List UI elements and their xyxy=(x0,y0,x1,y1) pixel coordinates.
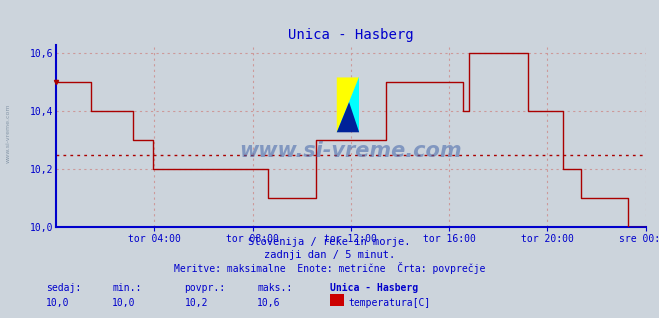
Text: Meritve: maksimalne  Enote: metrične  Črta: povprečje: Meritve: maksimalne Enote: metrične Črta… xyxy=(174,262,485,274)
Text: 10,2: 10,2 xyxy=(185,298,208,308)
Text: zadnji dan / 5 minut.: zadnji dan / 5 minut. xyxy=(264,250,395,259)
Text: temperatura[C]: temperatura[C] xyxy=(348,298,430,308)
Text: 10,6: 10,6 xyxy=(257,298,281,308)
Polygon shape xyxy=(337,102,359,132)
Title: Unica - Hasberg: Unica - Hasberg xyxy=(288,28,414,42)
Polygon shape xyxy=(337,78,359,132)
Polygon shape xyxy=(337,78,359,132)
Text: povpr.:: povpr.: xyxy=(185,283,225,293)
Text: www.si-vreme.com: www.si-vreme.com xyxy=(6,104,11,163)
Text: Slovenija / reke in morje.: Slovenija / reke in morje. xyxy=(248,237,411,247)
Text: maks.:: maks.: xyxy=(257,283,292,293)
Text: min.:: min.: xyxy=(112,283,142,293)
Text: www.si-vreme.com: www.si-vreme.com xyxy=(240,141,462,161)
Text: 10,0: 10,0 xyxy=(112,298,136,308)
Text: 10,0: 10,0 xyxy=(46,298,70,308)
Text: Unica - Hasberg: Unica - Hasberg xyxy=(330,283,418,293)
Text: sedaj:: sedaj: xyxy=(46,283,81,293)
